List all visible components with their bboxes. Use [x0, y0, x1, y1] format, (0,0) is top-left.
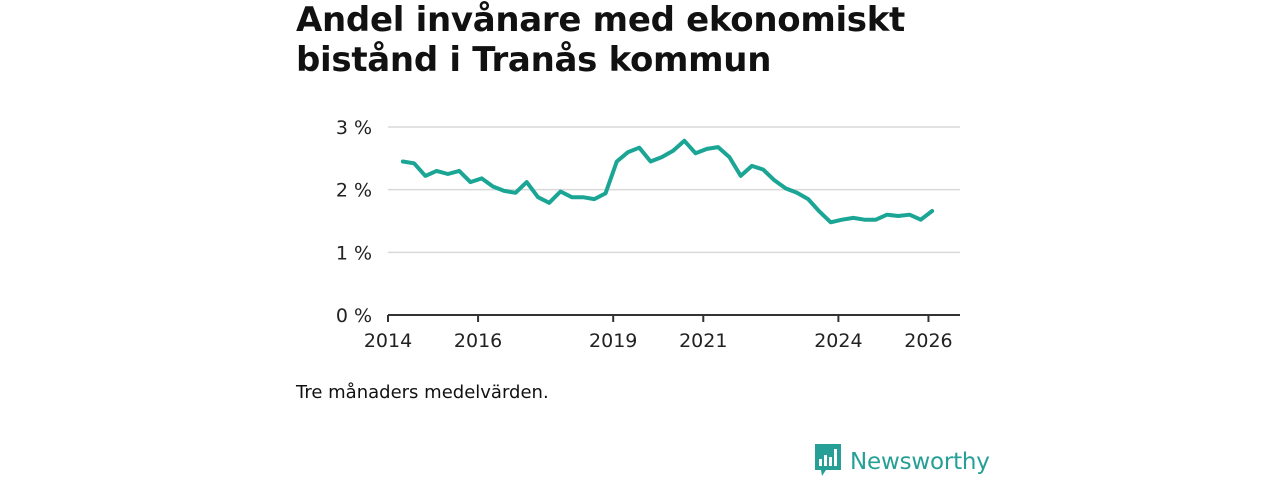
data-point	[930, 209, 934, 213]
y-axis-labels: 0 % 1 % 2 % 3 %	[336, 117, 372, 327]
x-tick-label: 2024	[814, 330, 862, 352]
data-point	[705, 147, 709, 151]
series-layer	[400, 138, 935, 225]
newsworthy-logo-icon	[814, 443, 842, 481]
data-point	[660, 155, 664, 159]
gridlines	[388, 126, 960, 254]
data-point	[412, 161, 416, 165]
data-point	[727, 155, 731, 159]
data-point	[514, 191, 518, 195]
data-point	[423, 174, 427, 178]
data-point	[739, 174, 743, 178]
data-point	[536, 195, 540, 199]
data-point	[615, 160, 619, 164]
data-point	[649, 160, 653, 164]
data-point	[694, 151, 698, 155]
data-point	[559, 190, 563, 194]
data-point	[784, 186, 788, 190]
chart-title: Andel invånare med ekonomiskt bistånd i …	[296, 0, 906, 80]
data-point	[919, 218, 923, 222]
data-point	[761, 168, 765, 172]
x-tick-label: 2026	[904, 330, 952, 352]
data-point	[806, 197, 810, 201]
data-point	[896, 214, 900, 218]
data-point	[818, 210, 822, 214]
data-point	[885, 213, 889, 217]
series-line-0	[400, 138, 935, 225]
data-point	[435, 169, 439, 173]
data-point	[682, 139, 686, 143]
data-point	[592, 197, 596, 201]
data-point	[874, 218, 878, 222]
data-point	[570, 195, 574, 199]
data-point	[581, 195, 585, 199]
data-point	[480, 176, 484, 180]
data-point	[401, 160, 405, 164]
x-tick-label: 2021	[679, 330, 727, 352]
data-point	[525, 180, 529, 184]
x-tick-label: 2019	[589, 330, 637, 352]
data-point	[671, 149, 675, 153]
data-point	[840, 218, 844, 222]
brand-logo[interactable]: Newsworthy	[814, 443, 990, 481]
x-axis: 2014 2016 2019 2021 2024 2026	[364, 314, 960, 352]
chart-caption: Tre månaders medelvärden.	[296, 382, 549, 403]
data-point	[772, 178, 776, 182]
data-point	[491, 185, 495, 189]
data-point	[457, 169, 461, 173]
brand-name: Newsworthy	[850, 449, 990, 475]
data-point	[637, 146, 641, 150]
data-point	[502, 189, 506, 193]
data-point	[604, 191, 608, 195]
y-tick-label: 1 %	[336, 242, 372, 264]
y-tick-label: 0 %	[336, 305, 372, 327]
data-point	[468, 180, 472, 184]
data-point	[851, 216, 855, 220]
data-point	[795, 191, 799, 195]
y-tick-label: 3 %	[336, 117, 372, 139]
data-point	[446, 172, 450, 176]
y-tick-label: 2 %	[336, 180, 372, 202]
data-point	[908, 213, 912, 217]
data-point	[716, 145, 720, 149]
data-point	[829, 220, 833, 224]
data-point	[547, 201, 551, 205]
data-point	[750, 164, 754, 168]
x-tick-label: 2014	[364, 330, 412, 352]
x-tick-label: 2016	[454, 330, 502, 352]
data-point	[626, 150, 630, 154]
data-point	[863, 218, 867, 222]
